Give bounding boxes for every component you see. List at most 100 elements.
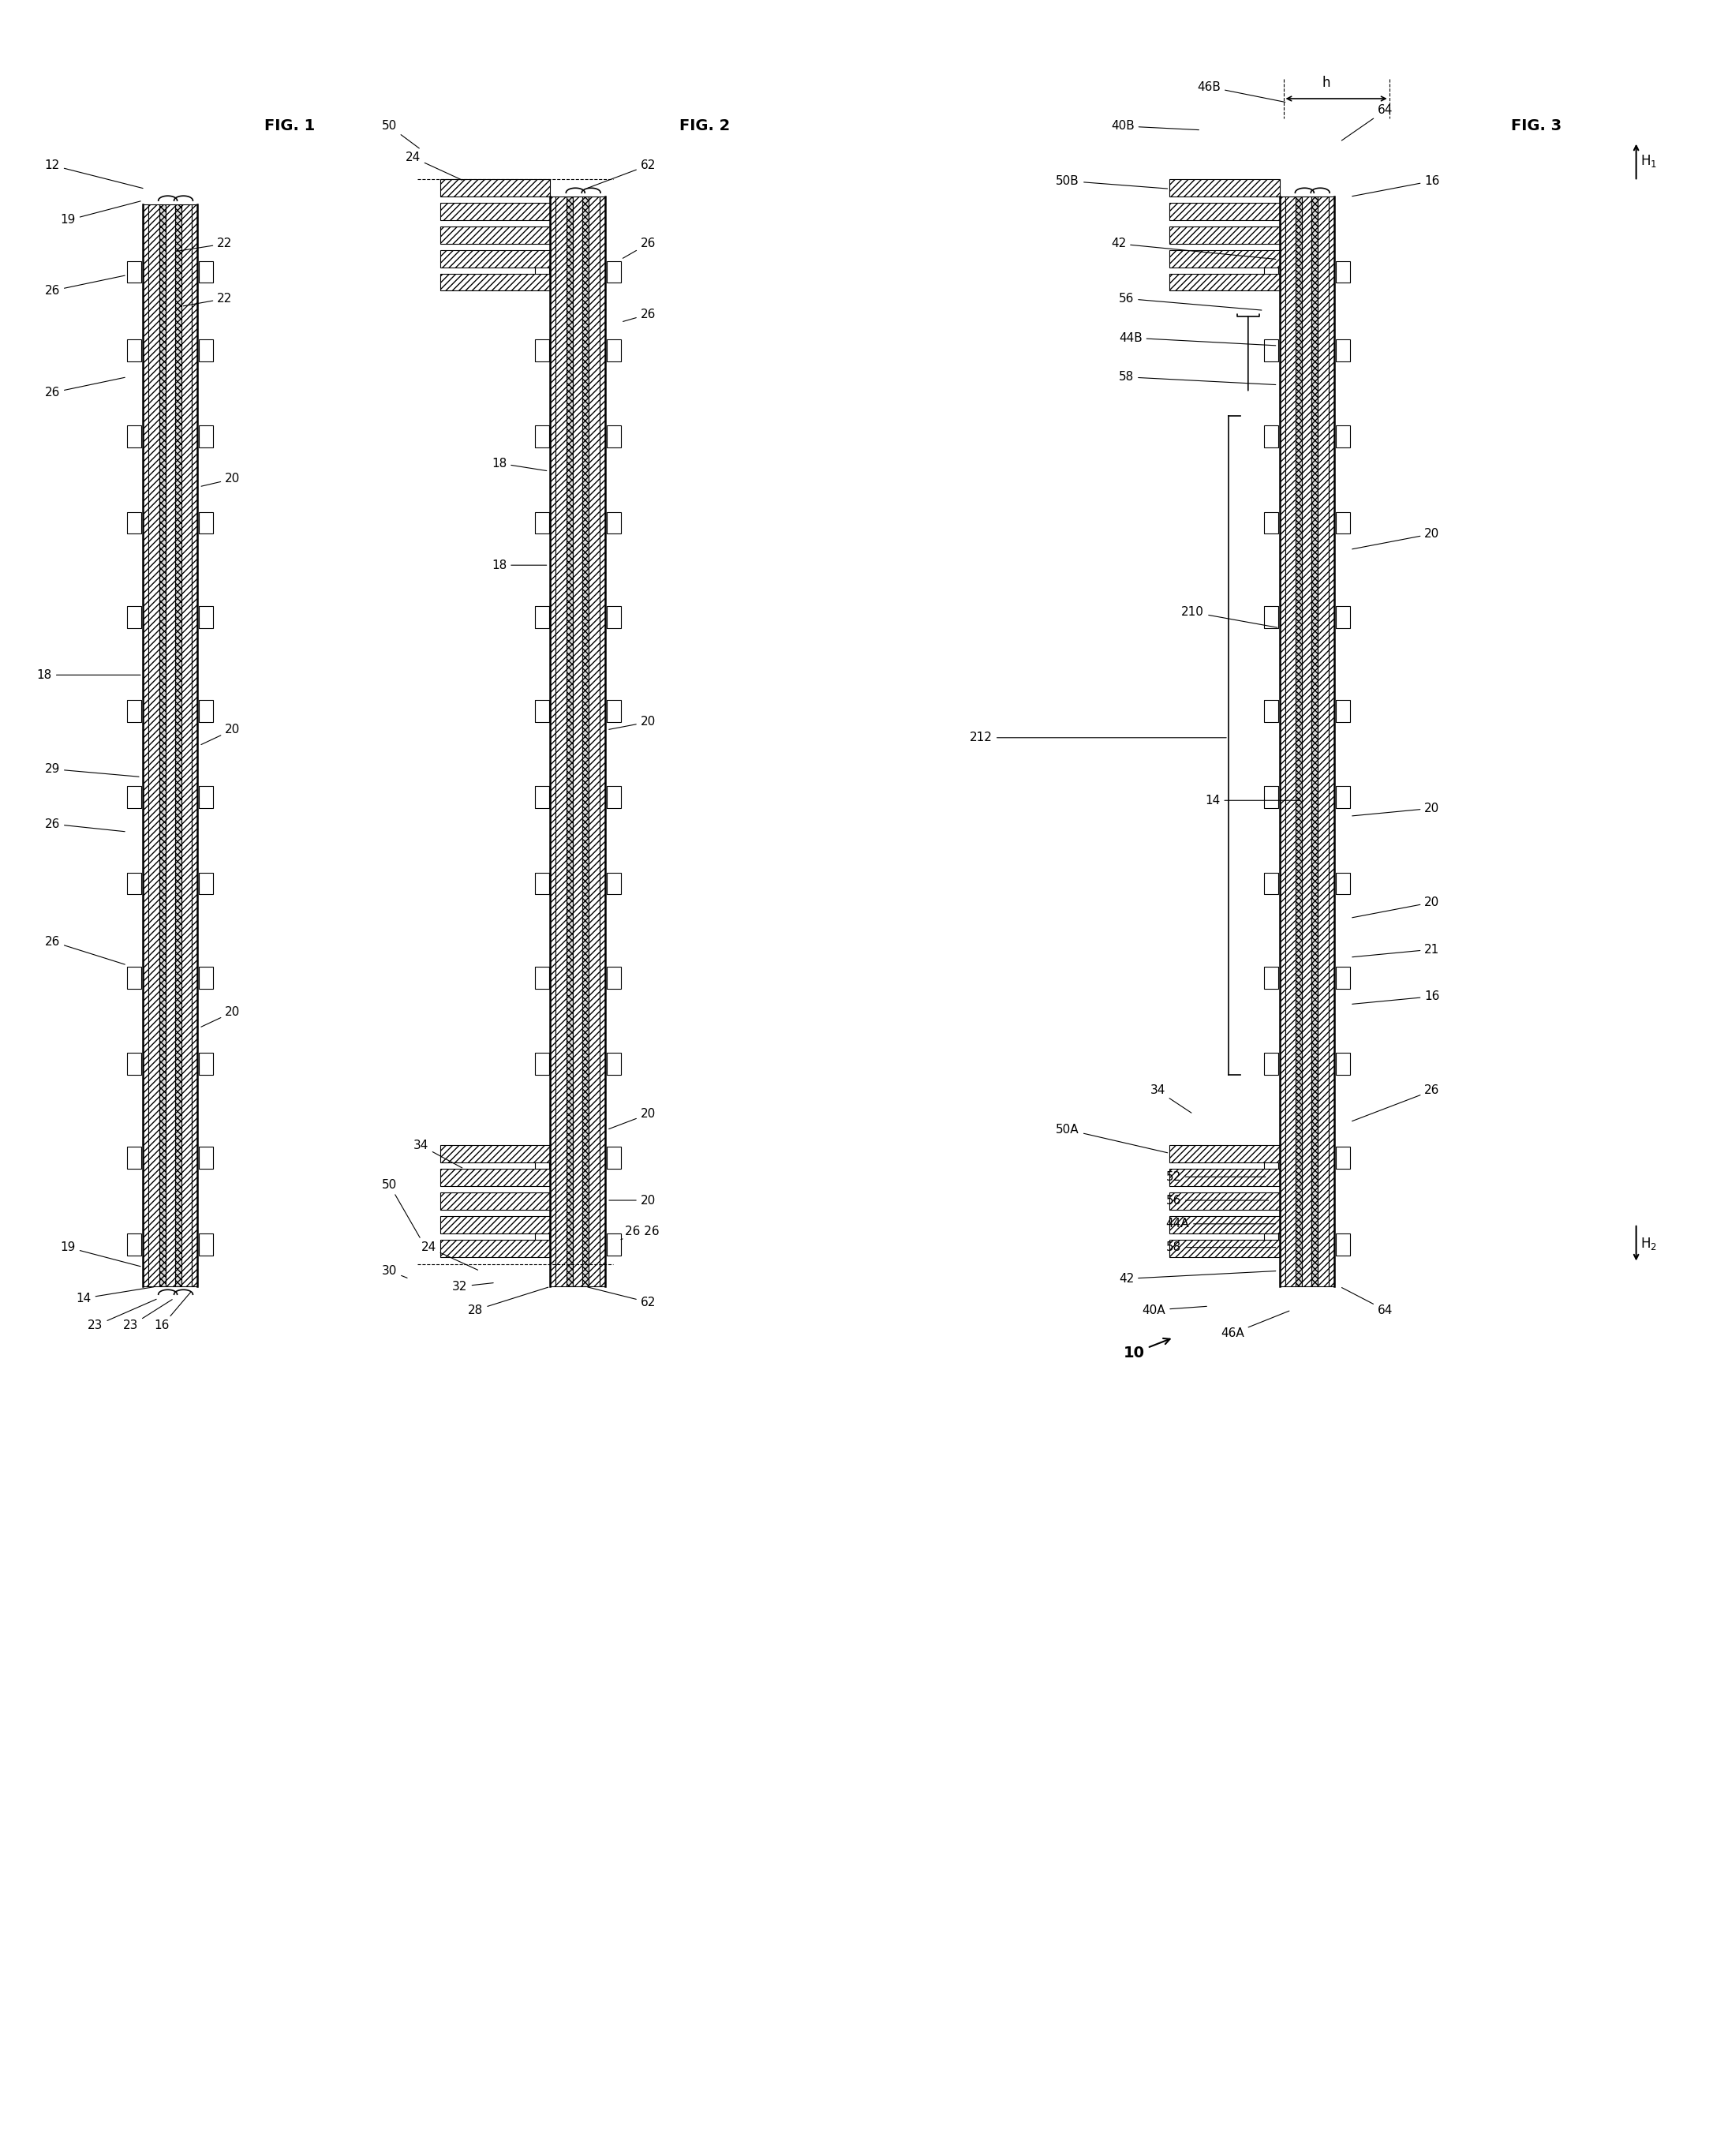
Bar — [199, 966, 212, 990]
Bar — [440, 1169, 550, 1186]
Bar — [1336, 873, 1350, 895]
Bar — [199, 606, 212, 627]
Bar — [1170, 1145, 1280, 1162]
Text: 50B: 50B — [1055, 175, 1168, 188]
Text: 40A: 40A — [1143, 1304, 1206, 1315]
Bar — [1264, 1147, 1278, 1169]
Text: H$_1$: H$_1$ — [1639, 153, 1656, 170]
Bar — [534, 511, 548, 535]
Bar — [606, 701, 620, 722]
Text: 21: 21 — [1352, 944, 1439, 957]
Text: 58: 58 — [1119, 371, 1276, 384]
Text: 22: 22 — [183, 293, 233, 306]
Bar — [1336, 425, 1350, 448]
Bar — [550, 196, 555, 1287]
Text: 16: 16 — [1352, 990, 1441, 1005]
Bar — [127, 701, 140, 722]
Bar — [127, 966, 140, 990]
Bar — [1170, 1169, 1280, 1186]
Text: 50: 50 — [382, 1179, 420, 1238]
Text: 30: 30 — [382, 1266, 408, 1279]
Bar — [1336, 701, 1350, 722]
Bar — [1264, 606, 1278, 627]
Bar — [534, 966, 548, 990]
Bar — [606, 787, 620, 808]
Bar — [1336, 338, 1350, 362]
Bar — [606, 338, 620, 362]
Bar — [1336, 1147, 1350, 1169]
Text: 42: 42 — [1112, 237, 1276, 259]
Bar — [534, 1052, 548, 1076]
Bar — [567, 196, 574, 1287]
Bar — [440, 1216, 550, 1233]
Text: 26: 26 — [624, 308, 656, 321]
Bar — [1264, 1052, 1278, 1076]
Bar — [589, 196, 600, 1287]
Bar — [1336, 787, 1350, 808]
Bar — [166, 205, 175, 1287]
Bar — [534, 338, 548, 362]
Bar — [199, 338, 212, 362]
Bar — [127, 1147, 140, 1169]
Bar — [182, 205, 192, 1287]
Bar — [127, 425, 140, 448]
Bar — [1264, 511, 1278, 535]
Bar — [606, 511, 620, 535]
Bar — [1285, 196, 1297, 1287]
Text: 19: 19 — [60, 1242, 140, 1266]
Text: 34: 34 — [413, 1141, 463, 1169]
Bar — [1297, 196, 1302, 1287]
Bar — [199, 1147, 212, 1169]
Bar — [1336, 606, 1350, 627]
Text: 26: 26 — [45, 936, 125, 964]
Bar — [1264, 787, 1278, 808]
Bar — [440, 1145, 550, 1162]
Text: h: h — [1322, 75, 1331, 91]
Bar — [127, 606, 140, 627]
Bar — [199, 873, 212, 895]
Text: 56: 56 — [1167, 1194, 1269, 1205]
Bar — [127, 1233, 140, 1255]
Bar — [534, 873, 548, 895]
Bar — [1317, 196, 1329, 1287]
Bar — [606, 425, 620, 448]
Bar — [534, 425, 548, 448]
Text: 56: 56 — [1119, 293, 1261, 310]
Bar — [127, 1052, 140, 1076]
Bar — [440, 1240, 550, 1257]
Text: 29: 29 — [45, 763, 139, 776]
Bar — [199, 511, 212, 535]
Bar — [534, 261, 548, 282]
Text: 34: 34 — [1149, 1084, 1192, 1112]
Bar — [1264, 873, 1278, 895]
Bar — [534, 787, 548, 808]
Bar — [1264, 966, 1278, 990]
Bar — [534, 1147, 548, 1169]
Text: 210: 210 — [1182, 606, 1278, 627]
Text: 64: 64 — [1341, 103, 1393, 140]
Bar — [606, 606, 620, 627]
Bar — [199, 425, 212, 448]
Bar — [1280, 196, 1285, 1287]
Text: 62: 62 — [588, 1287, 656, 1309]
Text: 20: 20 — [608, 716, 656, 729]
Text: 52: 52 — [1167, 1171, 1266, 1184]
Text: 50: 50 — [382, 121, 420, 149]
Text: 26 26: 26 26 — [620, 1227, 660, 1240]
Text: 20: 20 — [1352, 528, 1439, 550]
Text: 20: 20 — [200, 724, 240, 744]
Bar — [440, 226, 550, 244]
Text: 20: 20 — [610, 1194, 656, 1205]
Text: 28: 28 — [468, 1287, 548, 1315]
Text: 62: 62 — [588, 160, 656, 188]
Text: 50A: 50A — [1055, 1123, 1168, 1153]
Bar — [199, 1233, 212, 1255]
Text: 26: 26 — [624, 237, 656, 259]
Text: 19: 19 — [60, 201, 140, 226]
Text: 20: 20 — [200, 1007, 240, 1026]
Text: 10: 10 — [1124, 1339, 1170, 1360]
Bar — [1170, 274, 1280, 291]
Text: 46B: 46B — [1197, 82, 1285, 101]
Text: 23: 23 — [123, 1300, 173, 1332]
Text: 16: 16 — [154, 1291, 190, 1332]
